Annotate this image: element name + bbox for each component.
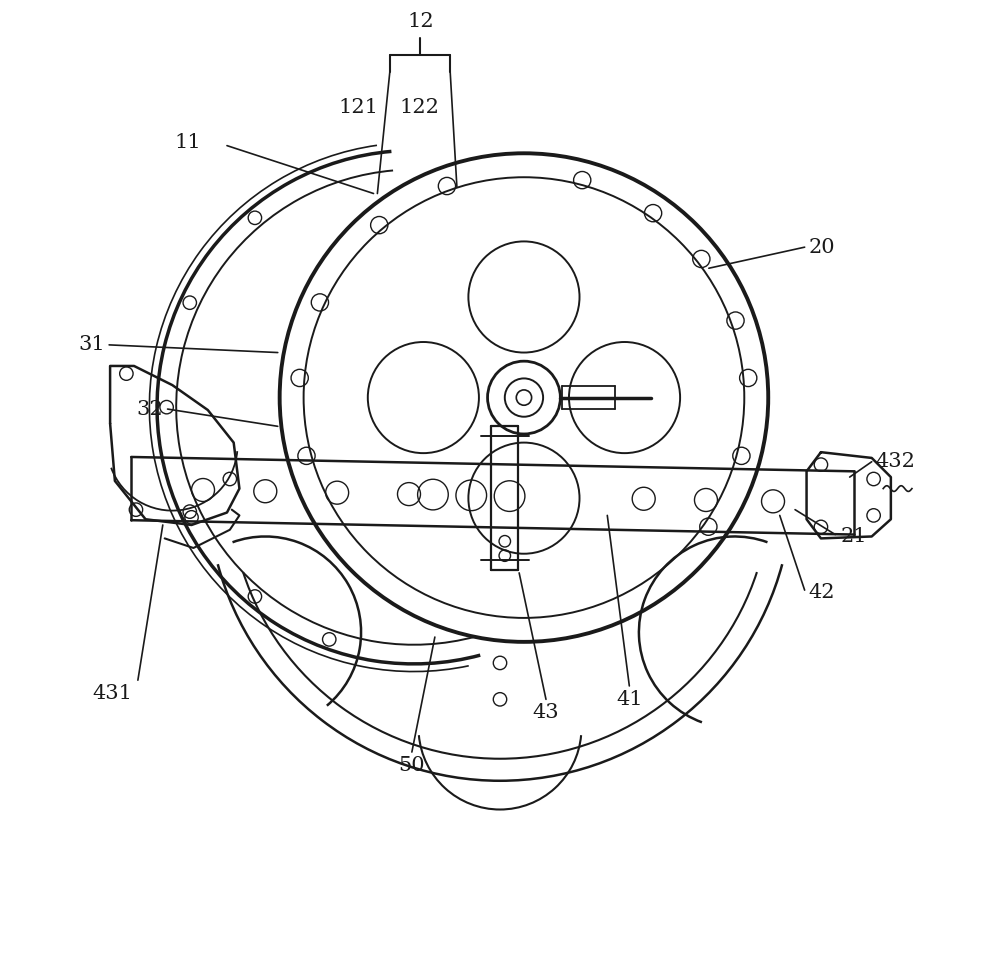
Text: 41: 41 [616, 690, 643, 709]
Text: 121: 121 [338, 98, 378, 117]
Text: 11: 11 [174, 133, 201, 152]
Text: 42: 42 [808, 582, 835, 602]
Text: 50: 50 [399, 756, 425, 775]
Text: 431: 431 [92, 684, 132, 703]
Text: 32: 32 [136, 399, 163, 419]
Text: 21: 21 [840, 527, 867, 546]
Text: 43: 43 [533, 703, 559, 722]
Text: 20: 20 [808, 238, 835, 257]
Text: 12: 12 [407, 11, 434, 31]
Text: 122: 122 [400, 98, 439, 117]
Text: 31: 31 [79, 335, 105, 354]
Text: 432: 432 [876, 452, 915, 471]
